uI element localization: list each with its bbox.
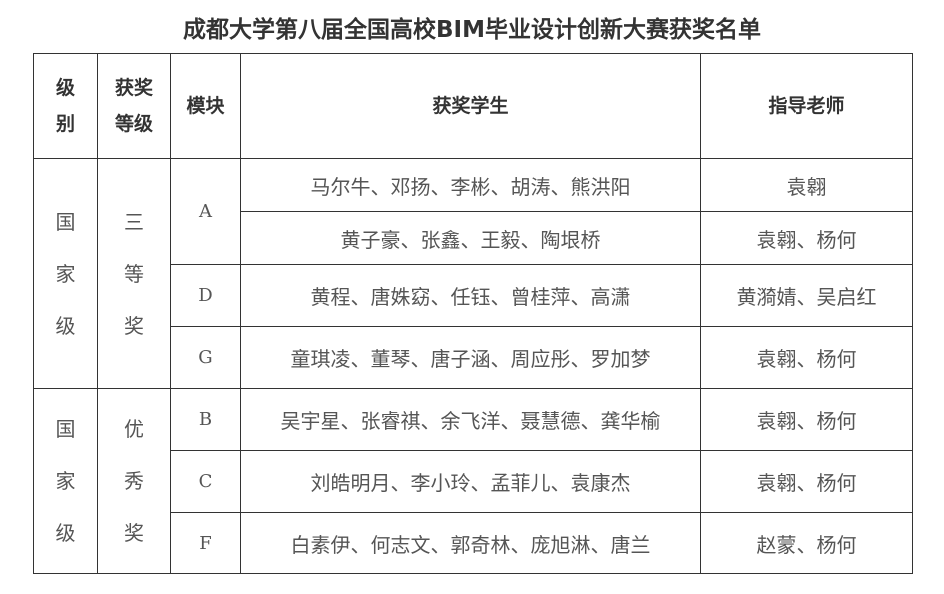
table-row: G 童琪凌、董琴、唐子涵、周应彤、罗加梦 袁翱、杨何 — [34, 326, 913, 389]
advisors-cell: 赵蒙、杨何 — [700, 512, 913, 574]
header-row: 级别 获奖等级 模块 获奖学生 指导老师 — [33, 53, 913, 159]
header-award: 获奖等级 — [97, 53, 171, 159]
students-cell: 吴宇星、张睿祺、余飞洋、聂慧德、龚华榆 — [240, 388, 701, 451]
students-cell: 刘皓明月、李小玲、孟菲儿、袁康杰 — [240, 450, 701, 513]
header-module: 模块 — [170, 53, 241, 159]
module-cell: G — [170, 326, 241, 389]
level-cell: 国家级 — [33, 388, 98, 574]
header-level: 级别 — [33, 53, 98, 159]
advisors-cell: 袁翱、杨何 — [700, 211, 913, 265]
table-row: 国家级 三等奖 A 马尔牛、邓扬、李彬、胡涛、熊洪阳 袁翱 — [33, 158, 913, 389]
header-students: 获奖学生 — [240, 53, 701, 159]
table-row: 黄子豪、张鑫、王毅、陶垠桥 袁翱、杨何 — [34, 211, 913, 265]
advisors-cell: 袁翱、杨何 — [700, 326, 913, 389]
students-cell: 黄子豪、张鑫、王毅、陶垠桥 — [240, 211, 701, 265]
module-cell: D — [170, 264, 241, 327]
table-row: 国家级 优秀奖 B 吴宇星、张睿祺、余飞洋、聂慧德、龚华榆 袁翱、杨何 — [33, 388, 913, 574]
module-cell: F — [170, 512, 241, 574]
students-cell: 马尔牛、邓扬、李彬、胡涛、熊洪阳 — [240, 158, 701, 212]
header-advisors: 指导老师 — [700, 53, 913, 159]
advisors-cell: 袁翱、杨何 — [700, 450, 913, 513]
students-cell: 白素伊、何志文、郭奇林、庞旭淋、唐兰 — [240, 512, 701, 574]
students-cell: 黄程、唐姝窈、任钰、曾桂萍、高潇 — [240, 264, 701, 327]
level-cell: 国家级 — [33, 158, 98, 389]
table-row: D 黄程、唐姝窈、任钰、曾桂萍、高潇 黄漪婧、吴启红 — [34, 264, 913, 327]
module-cell: A — [170, 158, 241, 265]
document-title: 成都大学第八届全国高校BIM毕业设计创新大赛获奖名单 — [183, 17, 761, 43]
table-row: F 白素伊、何志文、郭奇林、庞旭淋、唐兰 赵蒙、杨何 — [34, 512, 913, 574]
advisors-cell: 袁翱 — [700, 158, 913, 212]
award-cell: 三等奖 — [97, 158, 171, 389]
module-cell: B — [170, 388, 241, 451]
awards-table: 级别 获奖等级 模块 获奖学生 指导老师 国家级 三等奖 A 马尔牛、邓扬、李彬… — [33, 53, 913, 574]
module-cell: C — [170, 450, 241, 513]
advisors-cell: 黄漪婧、吴启红 — [700, 264, 913, 327]
advisors-cell: 袁翱、杨何 — [700, 388, 913, 451]
award-cell: 优秀奖 — [97, 388, 171, 574]
students-cell: 童琪凌、董琴、唐子涵、周应彤、罗加梦 — [240, 326, 701, 389]
table-row: C 刘皓明月、李小玲、孟菲儿、袁康杰 袁翱、杨何 — [34, 450, 913, 513]
